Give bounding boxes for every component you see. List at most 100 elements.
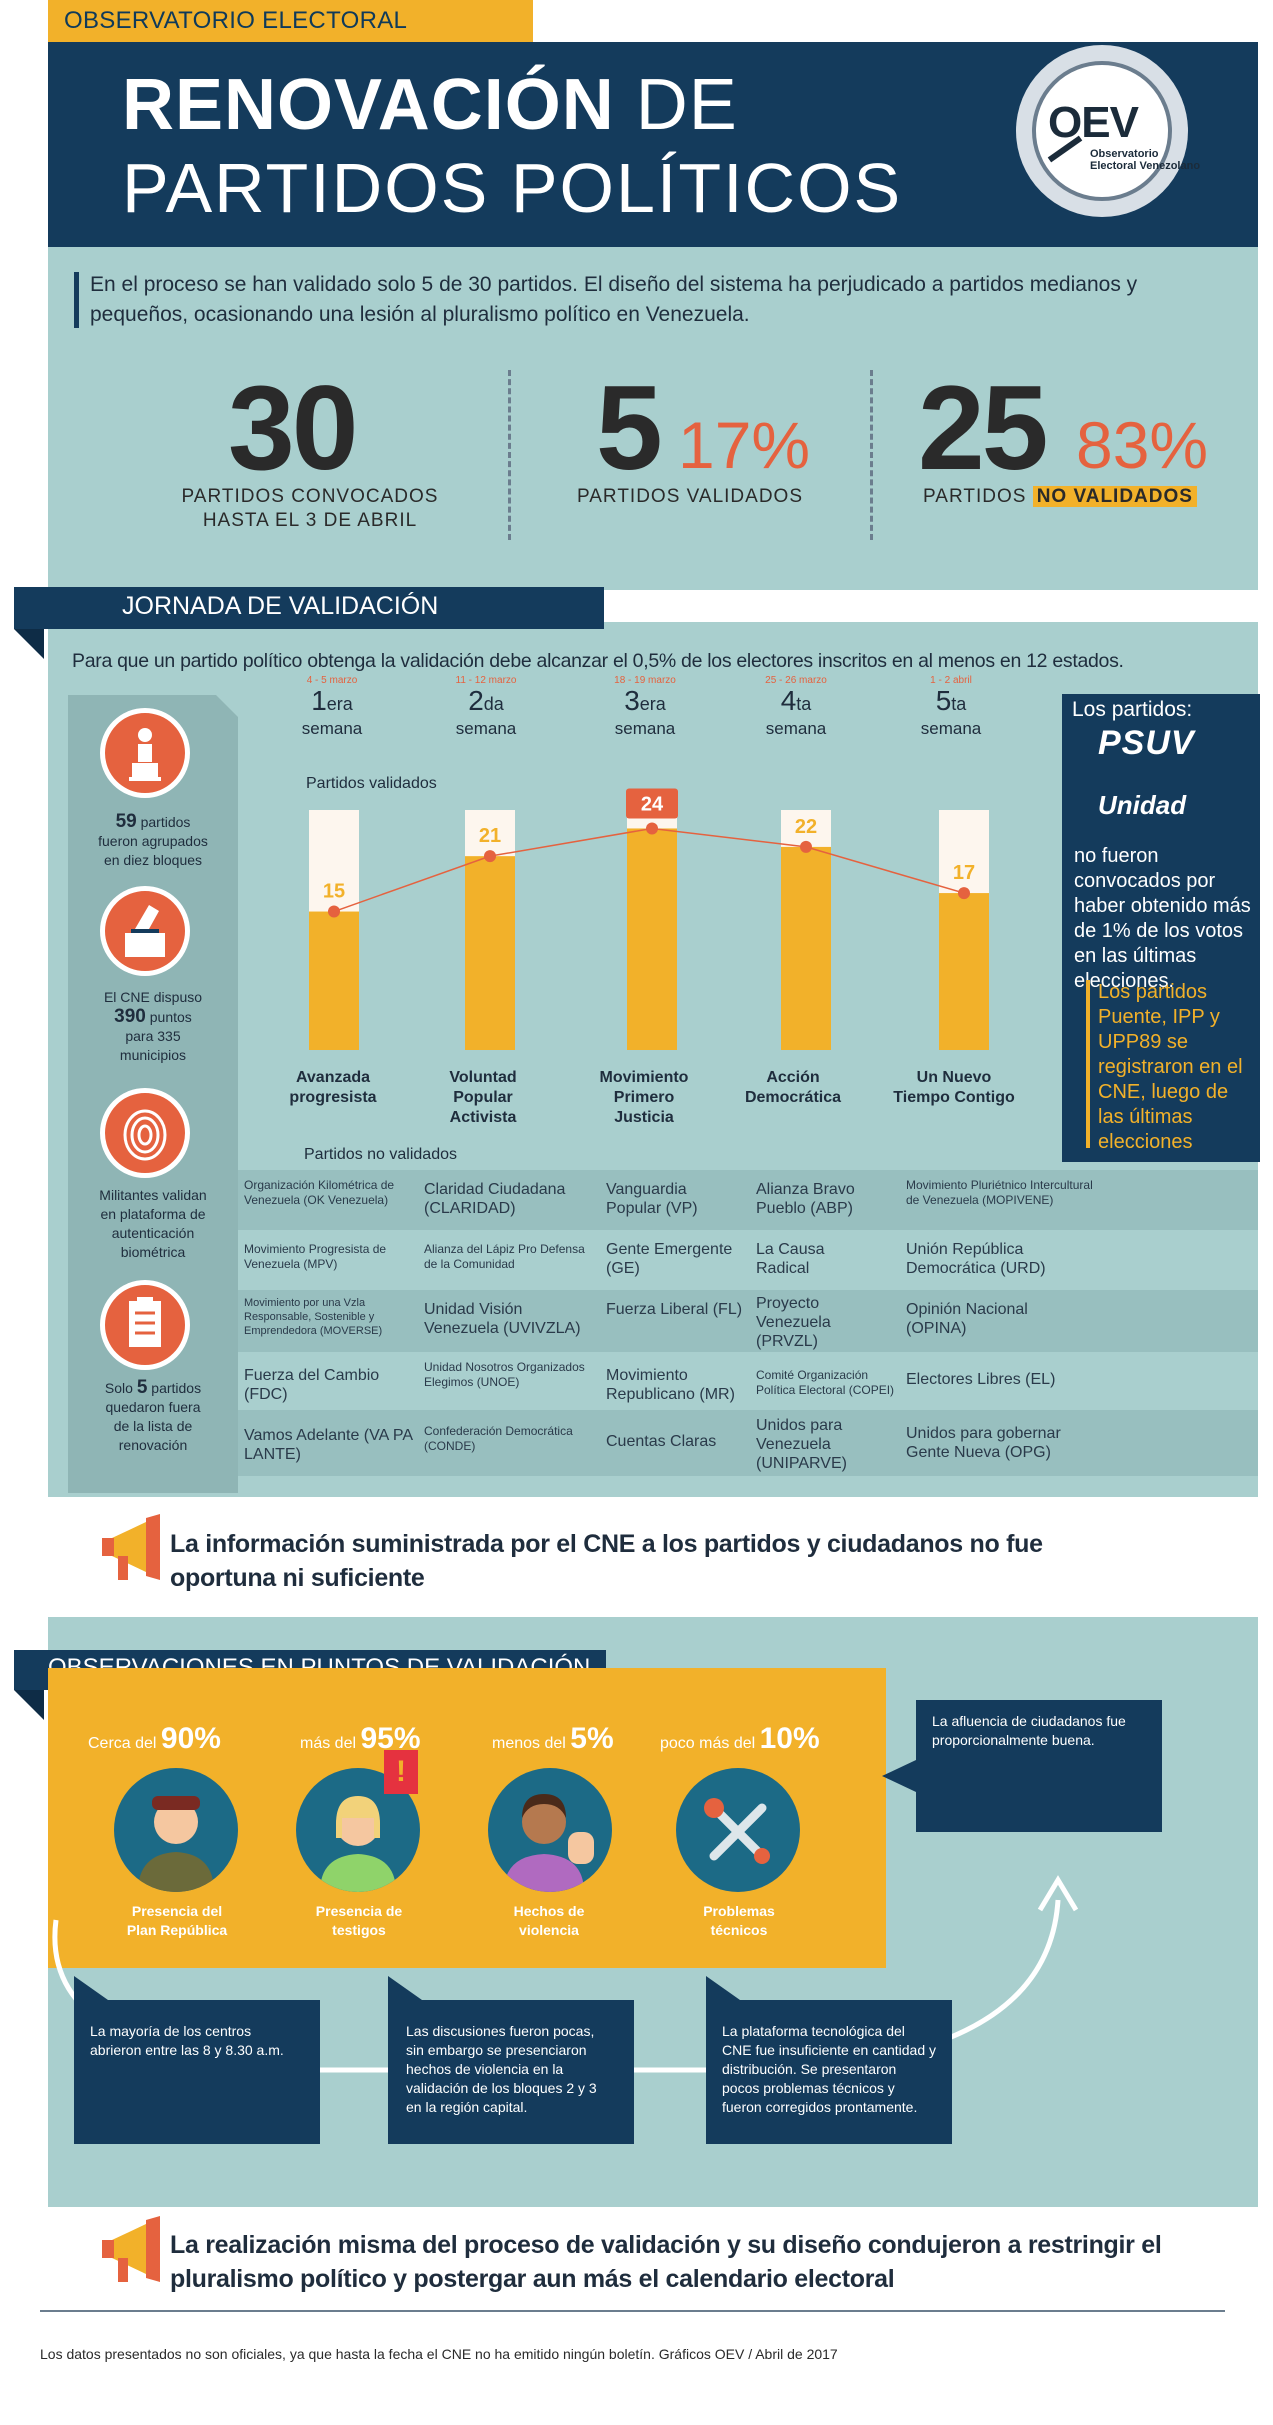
party-5-l1: Un Nuevo [916, 1069, 992, 1086]
nv-cell: Confederación Democrática (CONDE) [424, 1424, 573, 1453]
not-validated-grid: Organización Kilométrica de Venezuela (O… [238, 1170, 1258, 1490]
nv-cell: Fuerza Liberal (FL) [606, 1301, 743, 1318]
sidebar-3-t1: Militantes validan [99, 1187, 207, 1203]
week-1: 4 - 5 marzo 1era semana [277, 675, 387, 739]
chart-point [646, 822, 658, 835]
intro-text: En el proceso se han validado solo 5 de … [90, 273, 1138, 326]
party-label-3: Movimiento Primero Justicia [569, 1068, 719, 1128]
chart-title: Partidos validados [306, 775, 437, 792]
sidebar-4-t1: partidos [147, 1380, 202, 1396]
party-3-l2: Primero [613, 1089, 675, 1106]
stat-convocados-label-2: HASTA EL 3 DE ABRIL [202, 510, 418, 531]
obs-4-label: Problemas técnicos [664, 1902, 814, 1940]
sidebar-icon-4 [100, 1280, 190, 1370]
header-tag: OBSERVATORIO ELECTORAL VENEZOLANO: [48, 0, 533, 76]
jornada-subtitle: Para que un partido político obtenga la … [72, 650, 1124, 672]
sidebar-text-2: El CNE dispuso 390 puntos para 335 municipi… [78, 988, 228, 1065]
oev-logo-subtitle: Observatorio Electoral Venezolano [1090, 148, 1200, 172]
stat-convocados-number: 30 [228, 361, 358, 495]
soldier-icon [114, 1768, 238, 1892]
week-4-name: semana [765, 719, 827, 738]
week-1-num: 1 [311, 685, 327, 716]
sidebar-2-bold: 390 [114, 1006, 146, 1027]
week-2-suffix: da [483, 694, 504, 714]
chart-data-label: 15 [323, 881, 345, 903]
party-3-l3: Justicia [614, 1109, 674, 1126]
week-4-num: 4 [780, 685, 797, 716]
stat-no-validados-highlight: NO VALIDADOS [1032, 486, 1197, 507]
note-box-opening-pointer [74, 1976, 108, 2000]
psuv-logo: PSUV [1098, 724, 1195, 762]
intro-section [48, 247, 1258, 590]
obs-1-l2: Plan República [126, 1922, 228, 1938]
nv-cell: Unidad Visión Venezuela (UVIVZLA) [424, 1301, 581, 1337]
chart-bar [309, 911, 359, 1050]
party-2-l3: Activista [449, 1109, 517, 1126]
stat-no-validados-percent: 83% [1076, 408, 1209, 482]
nv-cell: Unidos para gobernar Gente Nueva (OPG) [906, 1425, 1061, 1461]
obs-3-l1: Hechos de [513, 1903, 585, 1919]
megaphone-icon [102, 1514, 160, 1580]
observaciones-banner-fold [14, 1690, 44, 1720]
callout-information: La información suministrada por el CNE a… [170, 1530, 1043, 1592]
obs-4-percent: poco más del 10% [660, 1722, 820, 1756]
page-title-line2: PARTIDOS POLÍTICOS [122, 149, 903, 227]
week-2-date: 11 - 12 marzo [455, 675, 517, 686]
sidebar-text-3: Militantes validan en plataforma de autent… [78, 1186, 228, 1262]
week-1-date: 4 - 5 marzo [306, 675, 358, 686]
chart-point [484, 850, 496, 863]
party-4-l2: Democrática [744, 1089, 842, 1106]
week-5-date: 1 - 2 abril [930, 675, 972, 686]
sidebar-icon-2 [100, 886, 190, 976]
chart-bar [781, 846, 831, 1050]
excluded-parties-box [1062, 694, 1260, 1162]
stat-convocados-label-1: PARTIDOS CONVOCADOS [181, 486, 439, 507]
stat-divider-1 [508, 370, 511, 540]
week-4-number: 4ta [741, 686, 851, 719]
chart-point [958, 887, 970, 900]
sidebar-text-4: Solo 5 partidos quedaron fuera de la lista… [78, 1378, 228, 1455]
title-rest: DE [614, 65, 738, 145]
nv-row-bg-1 [238, 1170, 1258, 1230]
obs-3-percent: menos del 5% [492, 1722, 614, 1756]
week-4-date: 25 - 26 marzo [765, 675, 827, 686]
sidebar-4-t4: renovación [118, 1437, 188, 1453]
week-5-num: 5 [935, 685, 952, 716]
week-5-name: semana [920, 719, 982, 738]
week-4: 25 - 26 marzo 4ta semana [741, 675, 851, 739]
nv-cell: Comité Organización Política Electoral (… [756, 1368, 895, 1397]
jornada-title: JORNADA DE VALIDACIÓN [122, 592, 439, 620]
week-2-number: 2da [431, 686, 541, 719]
nv-cell: Claridad Ciudadana (CLARIDAD) [424, 1181, 566, 1217]
week-3: 18 - 19 marzo 3era semana [590, 675, 700, 739]
sidebar-icon-1 [100, 708, 190, 798]
week-1-name: semana [301, 719, 363, 738]
chart-bar [627, 828, 677, 1050]
week-3-number: 3era [590, 686, 700, 719]
obs-4-l2: técnicos [710, 1922, 768, 1938]
nv-cell: Movimiento por una Vzla Responsable, Sos… [244, 1297, 383, 1337]
sidebar-2-t3: municipios [119, 1047, 187, 1063]
stat-no-validados-text: PARTIDOS [923, 486, 1033, 507]
week-5: 1 - 2 abril 5ta semana [896, 675, 1006, 739]
footer-divider [40, 2310, 1225, 2312]
note-box-technical: La plataforma tecnológica del CNE fue in… [706, 2000, 952, 2144]
nv-cell: Cuentas Claras [606, 1433, 717, 1450]
sidebar-4-bold: 5 [136, 1377, 148, 1398]
sidebar-4-t3: de la lista de [113, 1418, 193, 1434]
sidebar-2-t1: puntos [145, 1009, 192, 1025]
party-label-1: Avanzada progresista [258, 1068, 408, 1108]
sidebar-text-1: 59 partidos fueron agrupados en diez bloqu… [78, 812, 228, 870]
chart-bar [465, 856, 515, 1050]
sidebar-2-t2: para 335 [125, 1028, 181, 1044]
sidebar-3-t2: en plataforma de [100, 1206, 206, 1222]
nv-cell: Vanguardia Popular (VP) [606, 1181, 698, 1217]
chart-point [328, 905, 340, 918]
party-1-l1: Avanzada [295, 1069, 371, 1086]
note-box-technical-pointer [706, 1976, 740, 2000]
party-4-l1: Acción [766, 1069, 820, 1086]
nv-cell: Fuerza del Cambio (FDC) [244, 1367, 380, 1403]
week-4-suffix: ta [796, 694, 812, 714]
chart-data-label: 24 [641, 793, 664, 815]
obs-1-l1: Presencia del [131, 1903, 223, 1919]
